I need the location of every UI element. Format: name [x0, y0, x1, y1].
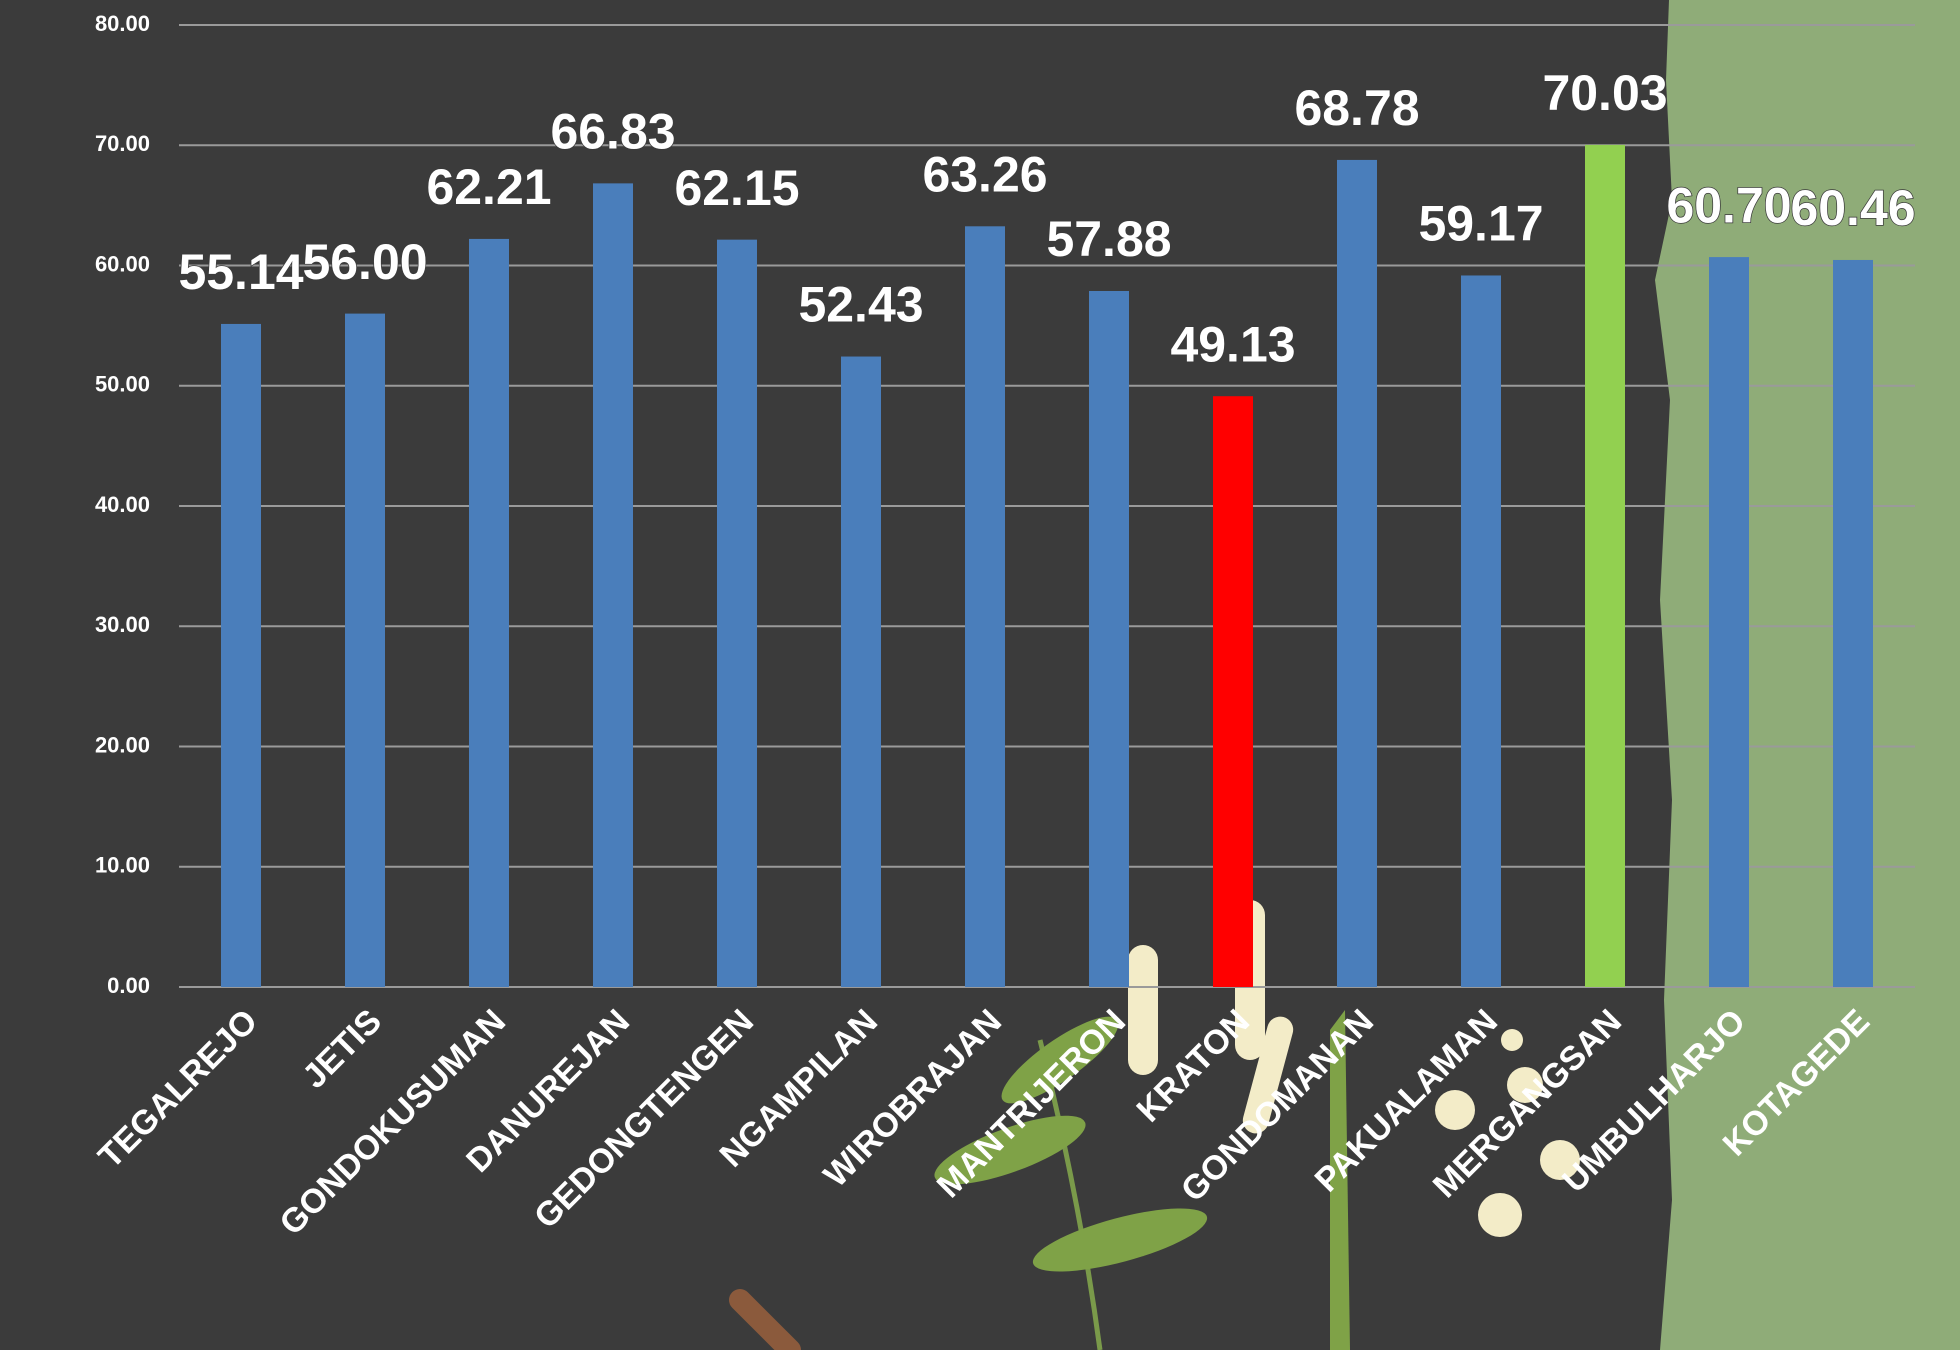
bar [717, 239, 757, 988]
value-label: 60.70 [1666, 177, 1791, 233]
bar [1461, 275, 1501, 988]
value-label: 55.14 [178, 244, 303, 300]
bar [1585, 144, 1625, 987]
value-label: 66.83 [550, 104, 675, 160]
value-label: 70.03 [1542, 65, 1667, 121]
value-label: 49.13 [1170, 316, 1295, 372]
y-tick-label: 20.00 [95, 732, 150, 757]
value-label: 52.43 [798, 277, 923, 333]
bar [221, 323, 261, 987]
bar [345, 313, 385, 988]
y-tick-label: 60.00 [95, 251, 150, 276]
y-tick-label: 10.00 [95, 853, 150, 878]
y-tick-label: 0.00 [107, 973, 150, 998]
value-label: 63.26 [922, 147, 1047, 203]
bar [1089, 290, 1129, 987]
y-tick-label: 30.00 [95, 612, 150, 637]
value-label: 56.00 [302, 234, 427, 290]
value-label: 59.17 [1418, 196, 1543, 252]
value-label: 57.88 [1046, 211, 1171, 267]
bar [469, 238, 509, 987]
y-tick-label: 80.00 [95, 11, 150, 36]
value-label: 62.15 [674, 160, 799, 216]
bar [1709, 257, 1749, 987]
bar [1213, 396, 1253, 987]
decoration [729, 900, 1580, 1350]
bar [593, 183, 633, 987]
bar [841, 356, 881, 987]
y-tick-label: 40.00 [95, 492, 150, 517]
y-tick-label: 50.00 [95, 372, 150, 397]
bar [1833, 259, 1873, 987]
value-label: 68.78 [1294, 80, 1419, 136]
bar [1337, 159, 1377, 987]
value-label: 60.46 [1790, 180, 1915, 236]
bar [965, 226, 1005, 988]
value-label: 62.21 [426, 159, 551, 215]
y-tick-label: 70.00 [95, 131, 150, 156]
